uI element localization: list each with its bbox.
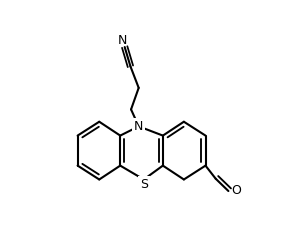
Text: N: N — [134, 120, 143, 133]
Text: N: N — [118, 34, 127, 47]
Text: O: O — [231, 184, 241, 197]
Text: S: S — [140, 178, 148, 191]
